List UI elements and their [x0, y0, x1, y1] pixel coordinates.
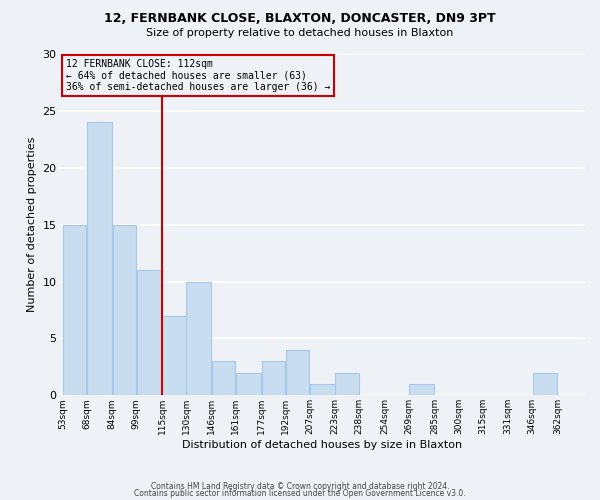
Text: 12, FERNBANK CLOSE, BLAXTON, DONCASTER, DN9 3PT: 12, FERNBANK CLOSE, BLAXTON, DONCASTER, … [104, 12, 496, 26]
Bar [286, 350, 309, 396]
Bar [262, 361, 285, 396]
Text: 12 FERNBANK CLOSE: 112sqm
← 64% of detached houses are smaller (63)
36% of semi-: 12 FERNBANK CLOSE: 112sqm ← 64% of detac… [66, 58, 330, 92]
Y-axis label: Number of detached properties: Number of detached properties [27, 137, 37, 312]
Bar [533, 372, 557, 396]
Text: Contains public sector information licensed under the Open Government Licence v3: Contains public sector information licen… [134, 490, 466, 498]
Text: Contains HM Land Registry data © Crown copyright and database right 2024.: Contains HM Land Registry data © Crown c… [151, 482, 449, 491]
Bar [137, 270, 161, 396]
Bar [310, 384, 335, 396]
Bar [87, 122, 112, 396]
Bar [113, 224, 136, 396]
Bar [187, 282, 211, 396]
X-axis label: Distribution of detached houses by size in Blaxton: Distribution of detached houses by size … [182, 440, 462, 450]
Text: Size of property relative to detached houses in Blaxton: Size of property relative to detached ho… [146, 28, 454, 38]
Bar [409, 384, 434, 396]
Bar [212, 361, 235, 396]
Bar [63, 224, 86, 396]
Bar [236, 372, 261, 396]
Bar [335, 372, 359, 396]
Bar [163, 316, 185, 396]
